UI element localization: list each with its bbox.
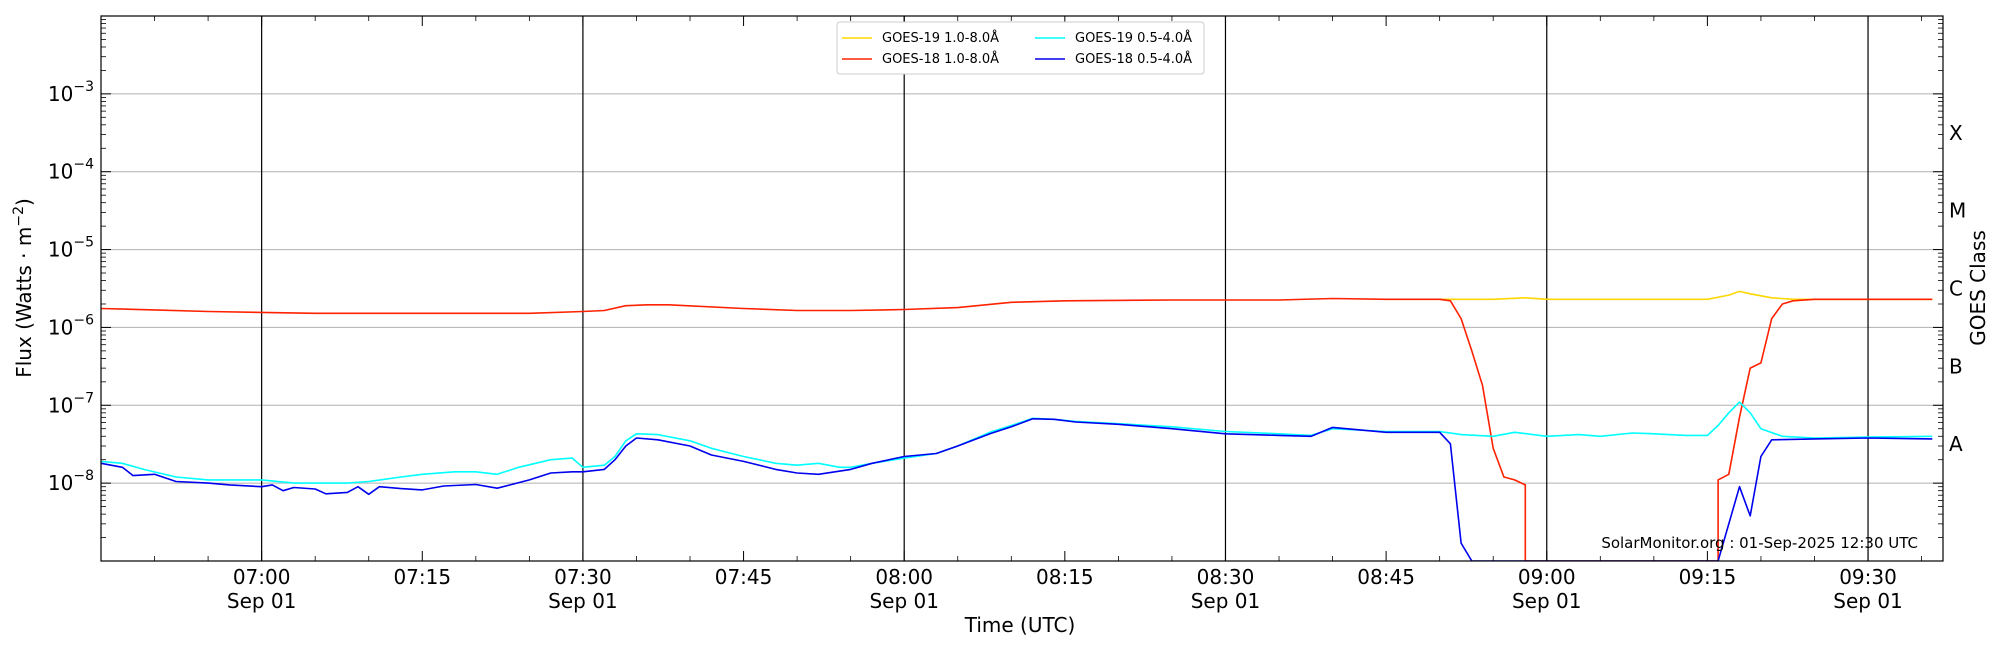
series-line-1	[101, 297, 1933, 561]
y-tick-exponent-0: −8	[73, 468, 94, 484]
x-tick-time-10: 09:30	[1839, 565, 1897, 589]
y-axis-title-close: )	[12, 198, 36, 206]
y-tick-base-4: 10	[48, 160, 73, 184]
legend-label-0: GOES-19 1.0-8.0Å	[882, 30, 999, 46]
y-tick-base-2: 10	[48, 315, 73, 339]
y-axis-title-main: Flux (Watts · m	[12, 227, 36, 378]
y-tick-label-1: 10−7	[48, 390, 94, 417]
goes-class-labels: A B C M X	[1949, 121, 1966, 456]
y-tick-labels: 10−810−710−610−510−410−3	[48, 79, 94, 495]
legend-label-2: GOES-19 0.5-4.0Å	[1075, 30, 1192, 46]
x-axis-title: Time (UTC)	[964, 613, 1076, 637]
y-tick-exponent-2: −6	[73, 312, 94, 328]
x-tick-time-0: 07:00	[233, 565, 291, 589]
x-tick-time-8: 09:00	[1518, 565, 1576, 589]
right-axis-title: GOES Class	[1966, 230, 1990, 346]
y-tick-exponent-5: −3	[73, 79, 94, 95]
legend-box	[836, 21, 1205, 75]
y-tick-label-0: 10−8	[48, 468, 94, 495]
goes-class-c: C	[1949, 277, 1963, 301]
y-tick-base-5: 10	[48, 82, 73, 106]
legend-label-3: GOES-18 0.5-4.0Å	[1075, 51, 1192, 67]
goes-class-b: B	[1949, 354, 1963, 378]
y-tick-base-1: 10	[48, 393, 73, 417]
x-tick-date-6: Sep 01	[1191, 589, 1261, 613]
y-axis-title-sup: −2	[11, 206, 27, 227]
x-tick-date-4: Sep 01	[869, 589, 939, 613]
y-axis-title: Flux (Watts · m−2)	[11, 198, 36, 378]
legend: GOES-19 1.0-8.0Å GOES-18 1.0-8.0Å GOES-1…	[836, 21, 1205, 75]
y-tick-exponent-4: −4	[73, 157, 94, 173]
grid-lines	[101, 16, 1943, 561]
series-line-3	[101, 417, 1933, 561]
y-tick-exponent-3: −5	[73, 235, 94, 251]
y-tick-base-0: 10	[48, 471, 73, 495]
y-tick-base-3: 10	[48, 238, 73, 262]
axis-ticks	[101, 16, 1943, 561]
plot-frame	[100, 15, 1944, 562]
y-tick-label-4: 10−4	[48, 157, 94, 184]
x-tick-date-8: Sep 01	[1512, 589, 1582, 613]
x-tick-date-0: Sep 01	[227, 589, 297, 613]
x-tick-time-3: 07:45	[715, 565, 773, 589]
x-tick-time-9: 09:15	[1679, 565, 1737, 589]
legend-label-1: GOES-18 1.0-8.0Å	[882, 51, 999, 67]
x-tick-time-5: 08:15	[1036, 565, 1094, 589]
x-tick-time-6: 08:30	[1197, 565, 1255, 589]
y-tick-label-5: 10−3	[48, 79, 94, 106]
goes-class-a: A	[1949, 432, 1963, 456]
x-tick-time-1: 07:15	[393, 565, 451, 589]
y-tick-label-2: 10−6	[48, 312, 94, 339]
goes-class-m: M	[1949, 199, 1966, 223]
goes-class-x: X	[1949, 121, 1963, 145]
y-tick-label-3: 10−5	[48, 235, 94, 262]
x-tick-date-2: Sep 01	[548, 589, 618, 613]
x-tick-time-4: 08:00	[875, 565, 933, 589]
y-tick-exponent-1: −7	[73, 390, 94, 406]
x-tick-time-2: 07:30	[554, 565, 612, 589]
series-line-0	[1439, 290, 1933, 301]
x-tick-time-7: 08:45	[1357, 565, 1415, 589]
credit-text: SolarMonitor.org : 01-Sep-2025 12:30 UTC	[1601, 534, 1918, 552]
series-lines	[101, 290, 1933, 561]
x-tick-date-10: Sep 01	[1833, 589, 1903, 613]
